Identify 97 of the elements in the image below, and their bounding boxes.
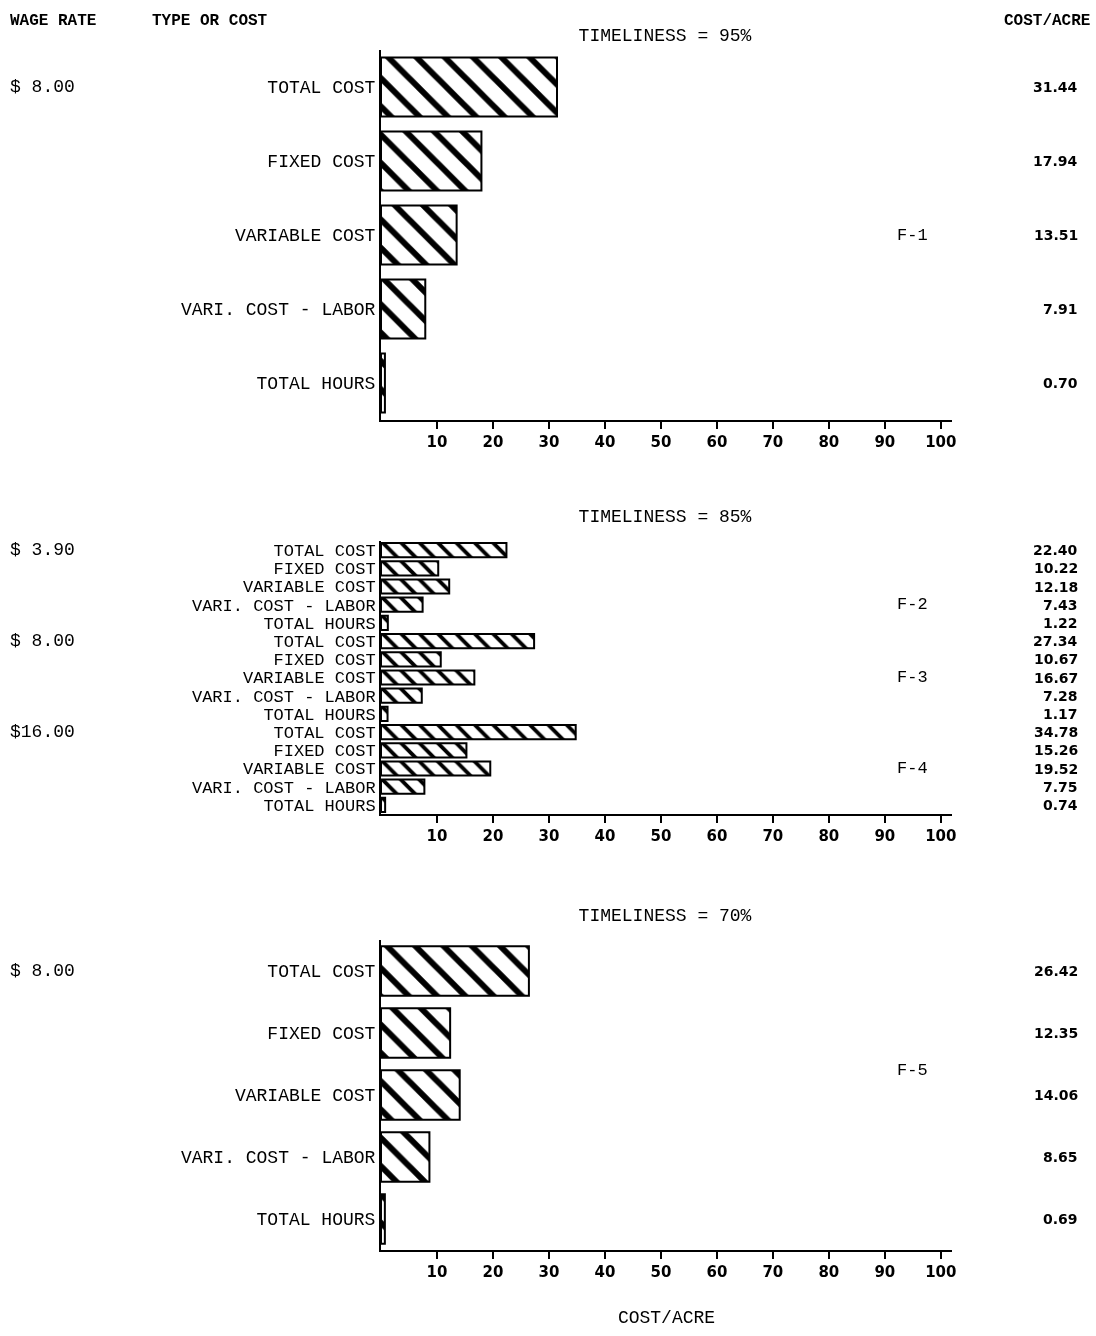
y-tick-label: TOTAL COST bbox=[267, 962, 376, 983]
text: COST/ACRE bbox=[1004, 12, 1091, 30]
y-tick-label: VARI. COST - LABOR bbox=[180, 300, 376, 321]
y-tick-label: VARI. COST - LABOR bbox=[191, 687, 376, 707]
y-tick-label: FIXED COST bbox=[273, 651, 376, 671]
data-label: 16.67 bbox=[1034, 670, 1079, 686]
x-tick-label: 80 bbox=[818, 1263, 840, 1281]
x-tick-label: 100 bbox=[925, 827, 957, 845]
y-tick-label: TOTAL COST bbox=[273, 542, 376, 562]
y-tick-label: VARIABLE COST bbox=[234, 226, 376, 247]
data-label: 17.94 bbox=[1033, 153, 1078, 169]
y-tick-label: VARI. COST - LABOR bbox=[191, 596, 376, 616]
x-tick-label: 30 bbox=[538, 433, 560, 451]
x-tick-label: 40 bbox=[594, 433, 616, 451]
data-label: 13.51 bbox=[1034, 227, 1079, 243]
data-label: 7.75 bbox=[1043, 779, 1078, 795]
x-tick-label: 10 bbox=[426, 433, 448, 451]
y-tick-label: TOTAL COST bbox=[273, 724, 376, 744]
x-tick-label: 50 bbox=[650, 1263, 672, 1281]
y-tick-label: TOTAL HOURS bbox=[263, 705, 376, 725]
y-tick-label: FIXED COST bbox=[273, 742, 376, 762]
x-tick-label: 100 bbox=[925, 433, 957, 451]
data-label: 0.74 bbox=[1043, 797, 1078, 813]
x-tick-label: 70 bbox=[762, 827, 784, 845]
data-label: 22.40 bbox=[1033, 542, 1078, 558]
data-label: 0.69 bbox=[1043, 1211, 1078, 1227]
y-tick-label: VARI. COST - LABOR bbox=[180, 1148, 376, 1169]
x-tick-label: 90 bbox=[874, 827, 896, 845]
annotation: F-4 bbox=[897, 759, 928, 778]
data-label: 7.43 bbox=[1043, 597, 1078, 613]
data-label: 7.91 bbox=[1043, 301, 1078, 317]
x-tick-label: 20 bbox=[482, 1263, 504, 1281]
data-label: 0.70 bbox=[1043, 375, 1078, 391]
y-tick-label: VARIABLE COST bbox=[234, 1086, 376, 1107]
y-tick-label: VARIABLE COST bbox=[242, 760, 376, 780]
x-axis-title: COST/ACRE bbox=[617, 1307, 716, 1328]
y-tick-label: FIXED COST bbox=[267, 1024, 376, 1045]
x-tick-label: 50 bbox=[650, 827, 672, 845]
text: $ 3.90 bbox=[10, 540, 75, 560]
y-tick-label: TOTAL HOURS bbox=[263, 614, 376, 634]
x-tick-label: 60 bbox=[706, 827, 728, 845]
data-label: 7.28 bbox=[1043, 688, 1078, 704]
y-tick-label: TOTAL COST bbox=[267, 78, 376, 99]
x-tick-label: 50 bbox=[650, 433, 672, 451]
x-tick-label: 40 bbox=[594, 1263, 616, 1281]
x-tick-label: 80 bbox=[818, 827, 840, 845]
x-tick-label: 40 bbox=[594, 827, 616, 845]
data-label: 8.65 bbox=[1043, 1149, 1078, 1165]
annotation: F-5 bbox=[897, 1061, 928, 1080]
x-tick-label: 60 bbox=[706, 1263, 728, 1281]
x-tick-label: 60 bbox=[706, 433, 728, 451]
x-tick-label: 20 bbox=[482, 433, 504, 451]
x-tick-label: 90 bbox=[874, 1263, 896, 1281]
chart-title: TIMELINESS = 85% bbox=[578, 507, 752, 528]
data-label: 19.52 bbox=[1034, 761, 1079, 777]
x-tick-label: 30 bbox=[538, 827, 560, 845]
data-label: 10.22 bbox=[1034, 560, 1079, 576]
data-label: 27.34 bbox=[1033, 633, 1078, 649]
text: $16.00 bbox=[10, 722, 75, 742]
x-tick-label: 20 bbox=[482, 827, 504, 845]
data-label: 10.67 bbox=[1034, 651, 1079, 667]
y-tick-label: FIXED COST bbox=[267, 152, 376, 173]
chart-title: TIMELINESS = 70% bbox=[578, 906, 752, 927]
x-tick-label: 70 bbox=[762, 1263, 784, 1281]
x-tick-label: 10 bbox=[426, 827, 448, 845]
annotation: F-2 bbox=[897, 595, 928, 614]
annotation: F-1 bbox=[897, 226, 928, 245]
annotation: F-3 bbox=[897, 668, 928, 687]
text: WAGE RATE bbox=[10, 12, 97, 30]
text: $ 8.00 bbox=[10, 631, 75, 651]
x-tick-label: 90 bbox=[874, 433, 896, 451]
y-tick-label: TOTAL HOURS bbox=[256, 374, 376, 395]
x-tick-label: 30 bbox=[538, 1263, 560, 1281]
data-label: 12.18 bbox=[1034, 579, 1079, 595]
x-tick-label: 80 bbox=[818, 433, 840, 451]
y-tick-label: TOTAL HOURS bbox=[256, 1210, 376, 1231]
data-label: 1.22 bbox=[1043, 615, 1078, 631]
y-tick-label: VARI. COST - LABOR bbox=[191, 778, 376, 798]
y-tick-label: FIXED COST bbox=[273, 560, 376, 580]
x-tick-label: 10 bbox=[426, 1263, 448, 1281]
y-tick-label: TOTAL COST bbox=[273, 633, 376, 653]
text: $ 8.00 bbox=[10, 961, 75, 981]
data-label: 31.44 bbox=[1033, 79, 1078, 95]
data-label: 1.17 bbox=[1043, 706, 1078, 722]
data-label: 12.35 bbox=[1034, 1025, 1079, 1041]
data-label: 26.42 bbox=[1034, 963, 1079, 979]
y-tick-label: VARIABLE COST bbox=[242, 669, 376, 689]
data-label: 34.78 bbox=[1034, 724, 1079, 740]
y-axis-title: TYPE OR COST bbox=[152, 12, 268, 30]
x-tick-label: 70 bbox=[762, 433, 784, 451]
data-label: 15.26 bbox=[1034, 742, 1079, 758]
data-label: 14.06 bbox=[1034, 1087, 1079, 1103]
chart-title: TIMELINESS = 95% bbox=[578, 26, 752, 47]
y-tick-label: VARIABLE COST bbox=[242, 578, 376, 598]
text: $ 8.00 bbox=[10, 77, 75, 97]
y-tick-label: TOTAL HOURS bbox=[263, 796, 376, 816]
x-tick-label: 100 bbox=[925, 1263, 957, 1281]
